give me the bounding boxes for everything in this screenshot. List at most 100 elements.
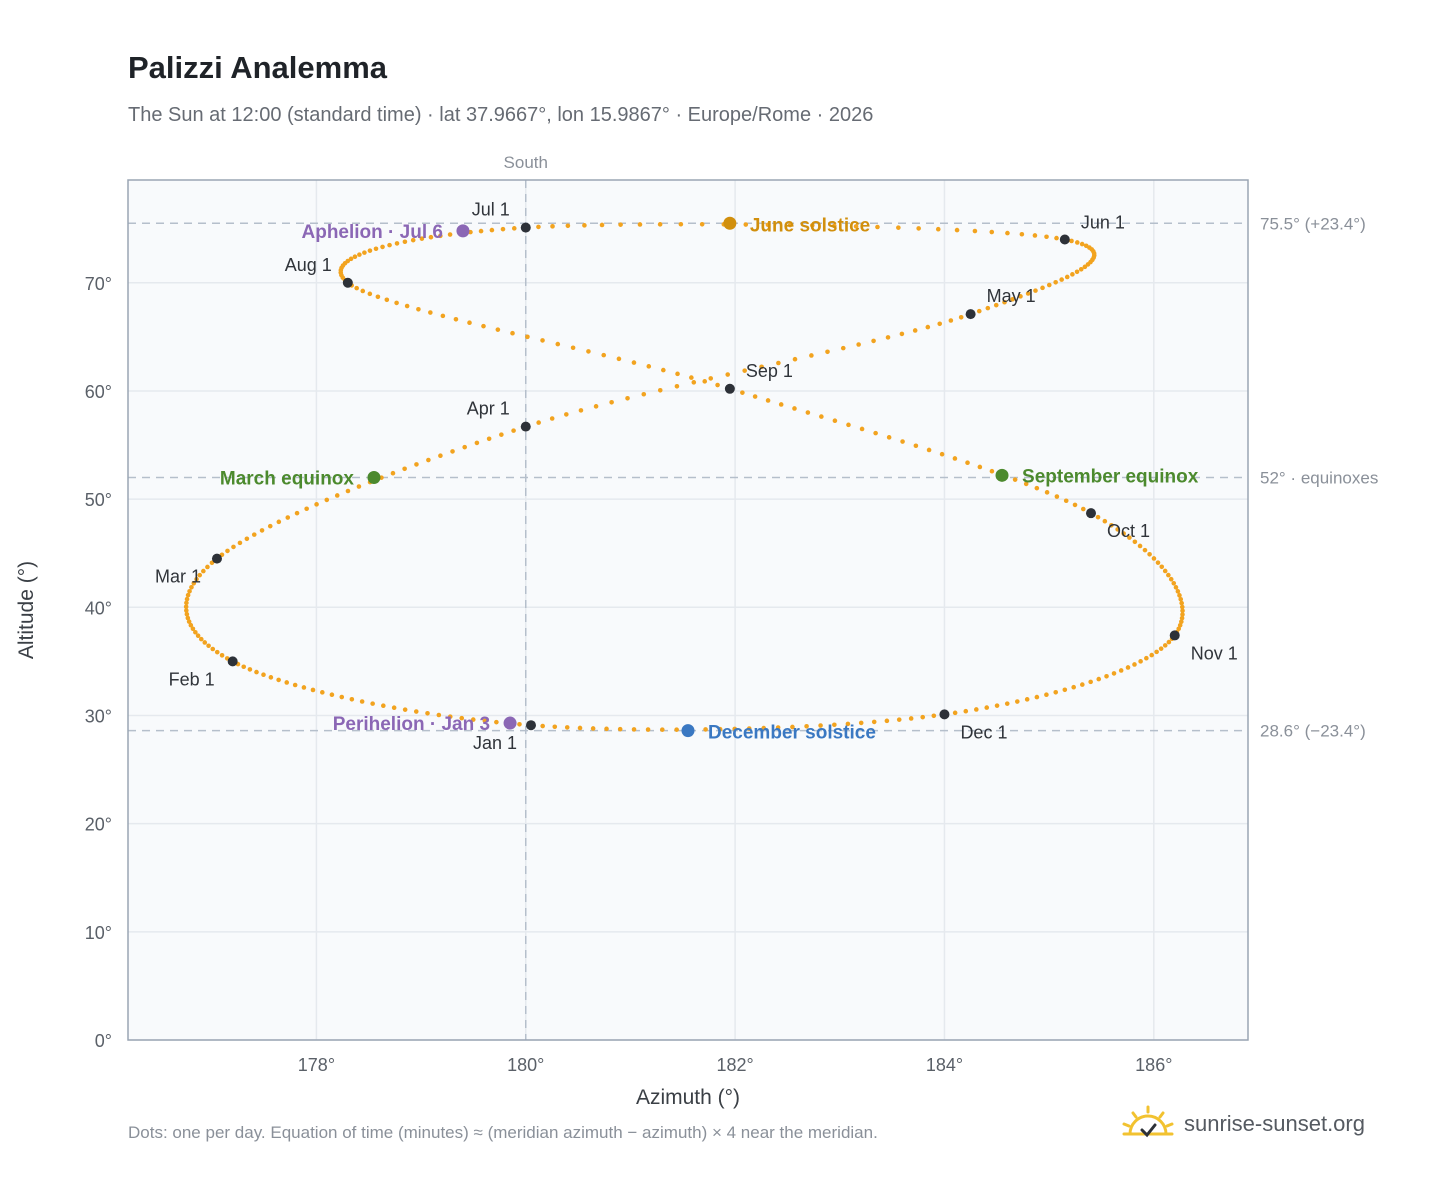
daily-dot	[805, 410, 811, 415]
reference-lines: South 75.5° (+23.4°) 52° · equinoxes 28.6° …	[128, 153, 1378, 1040]
daily-dot	[778, 402, 784, 407]
daily-dot	[339, 694, 345, 700]
daily-dot	[617, 726, 623, 732]
daily-dot	[743, 222, 749, 227]
daily-dot	[362, 250, 367, 255]
daily-dot	[525, 334, 530, 340]
daily-dot	[1072, 502, 1078, 508]
daily-dot	[1118, 668, 1124, 673]
daily-dot	[570, 345, 576, 351]
daily-dot	[1063, 498, 1069, 504]
daily-dot	[702, 379, 708, 384]
daily-dot	[334, 493, 340, 498]
daily-dot	[691, 380, 697, 385]
daily-dot	[267, 523, 273, 529]
daily-dot	[732, 726, 737, 732]
daily-dot	[1178, 596, 1184, 602]
month-label: Mar 1	[155, 567, 201, 587]
y-tick-label: 40°	[85, 598, 112, 618]
daily-dot	[1014, 699, 1020, 704]
daily-dot	[349, 696, 355, 702]
daily-dot	[499, 432, 504, 437]
brand[interactable]: sunrise-sunset.org	[1120, 1102, 1365, 1146]
daily-dot	[845, 721, 851, 727]
daily-dot	[1149, 652, 1155, 658]
daily-dot	[413, 709, 419, 714]
daily-dot	[1023, 481, 1029, 487]
daily-dot	[674, 727, 679, 732]
daily-dot	[963, 708, 969, 714]
daily-dot	[183, 604, 189, 610]
month-marker	[1085, 508, 1096, 519]
daily-dot	[616, 356, 622, 362]
daily-dot	[618, 222, 623, 227]
daily-dot	[825, 349, 830, 355]
daily-dot	[708, 376, 714, 381]
daily-dot	[367, 248, 373, 253]
daily-dot	[251, 532, 257, 537]
reference-line-label: 52° · equinoxes	[1260, 468, 1378, 487]
daily-dot	[1179, 600, 1184, 606]
daily-dot	[740, 390, 745, 395]
daily-dot	[440, 313, 446, 319]
daily-dot	[832, 418, 838, 423]
daily-dot	[1158, 646, 1164, 651]
daily-dot	[261, 672, 266, 678]
daily-dot	[976, 308, 982, 314]
daily-dot	[486, 436, 492, 442]
daily-dot	[715, 382, 720, 388]
sun-check-icon	[1122, 1105, 1174, 1138]
daily-dot	[1159, 564, 1165, 570]
footnote: Dots: one per day. Equation of time (min…	[128, 1123, 878, 1142]
daily-dot	[678, 221, 684, 227]
daily-dot	[478, 228, 484, 234]
daily-dot	[390, 470, 396, 476]
daily-dot	[345, 488, 351, 494]
daily-dot	[184, 611, 190, 617]
month-marker	[525, 720, 536, 731]
daily-dot	[1115, 527, 1120, 532]
daily-dot	[1034, 694, 1040, 700]
daily-dot	[853, 224, 859, 229]
daily-dot	[873, 430, 878, 436]
daily-dot	[188, 622, 194, 628]
daily-dot	[742, 368, 747, 373]
daily-dot	[268, 675, 274, 680]
daily-dot	[985, 305, 991, 311]
daily-dot	[657, 387, 663, 393]
daily-dot	[462, 444, 467, 450]
daily-dot	[202, 640, 208, 645]
daily-dot	[761, 725, 767, 731]
month-marker	[342, 277, 353, 288]
daily-dot	[926, 447, 932, 453]
daily-dot	[536, 224, 541, 230]
month-marker	[1059, 234, 1070, 245]
daily-dot	[977, 464, 983, 470]
event-marker	[723, 216, 737, 230]
daily-dot	[425, 710, 430, 716]
y-tick-label: 70°	[85, 274, 112, 294]
daily-dot	[586, 349, 591, 354]
daily-dot	[984, 705, 990, 710]
daily-dot	[276, 519, 282, 525]
daily-dot	[871, 338, 876, 344]
daily-dot	[510, 330, 515, 336]
daily-dot	[993, 302, 999, 308]
event-marker	[681, 724, 695, 738]
daily-dot	[646, 364, 652, 369]
daily-dot	[470, 717, 476, 722]
daily-dot	[1064, 274, 1070, 280]
month-marker	[1169, 630, 1180, 641]
daily-dot	[578, 408, 584, 413]
daily-dot	[1142, 547, 1148, 553]
daily-dot	[549, 416, 555, 421]
daily-dot	[184, 608, 189, 613]
daily-dot	[1096, 676, 1102, 682]
daily-dot	[426, 457, 431, 463]
daily-dot	[453, 316, 459, 322]
daily-dot	[184, 596, 190, 602]
daily-dot	[972, 228, 978, 234]
daily-dot	[989, 468, 995, 474]
daily-dot	[254, 669, 259, 675]
